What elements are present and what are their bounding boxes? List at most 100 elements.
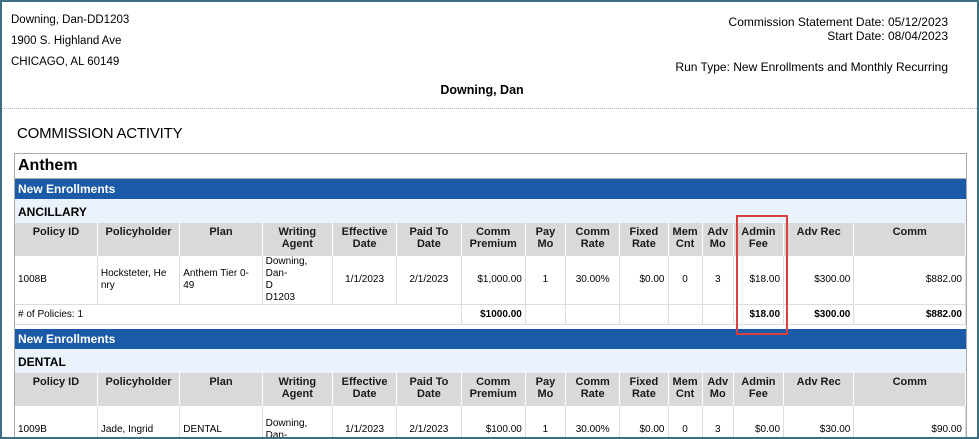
agent-address-block: Downing, Dan-DD1203 1900 S. Highland Ave… bbox=[11, 13, 129, 76]
writing-agent-cell: Downing, Dan- D D1203 bbox=[262, 256, 333, 305]
writing-agent-cell: Downing, Dan- bbox=[262, 406, 333, 439]
section-title: COMMISSION ACTIVITY bbox=[17, 125, 183, 142]
col-comm-premium: Comm Premium bbox=[461, 223, 526, 256]
category-label: DENTAL bbox=[15, 349, 966, 373]
col-writing-agent: Writing Agent bbox=[262, 223, 333, 256]
col-mem-cnt: Mem Cnt bbox=[668, 373, 703, 406]
comm-premium-cell: $100.00 bbox=[461, 406, 526, 437]
mem-cnt-cell: 0 bbox=[668, 406, 703, 437]
statement-dates: Commission Statement Date: 05/12/2023 St… bbox=[729, 15, 948, 43]
run-type: Run Type: New Enrollments and Monthly Re… bbox=[675, 60, 948, 74]
policyholder-cell: Hocksteter, He nry bbox=[97, 256, 181, 305]
col-policyholder: Policyholder bbox=[97, 373, 181, 406]
table-row: 1008B Hocksteter, He nry Anthem Tier 0-4… bbox=[15, 256, 966, 305]
col-plan: Plan bbox=[179, 373, 263, 406]
agent-id: Downing, Dan-DD1203 bbox=[11, 14, 130, 26]
col-paid-to-date: Paid To Date bbox=[396, 373, 462, 406]
paid-to-date-cell: 2/1/2023 bbox=[396, 256, 462, 305]
col-adv-mo: Adv Mo bbox=[702, 223, 734, 256]
admin-fee-cell: $0.00 bbox=[733, 406, 785, 437]
col-adv-rec: Adv Rec bbox=[783, 223, 855, 256]
agent-line-2: D bbox=[265, 280, 273, 291]
col-admin-fee: Admin Fee bbox=[733, 223, 785, 256]
agent-line-1: Downing, Dan- bbox=[265, 256, 308, 279]
col-comm-rate: Comm Rate bbox=[565, 223, 621, 256]
col-policy-id: Policy ID bbox=[15, 223, 98, 256]
adv-rec-cell: $30.00 bbox=[783, 406, 855, 437]
col-paid-to-date: Paid To Date bbox=[396, 223, 462, 256]
commission-report: Anthem New Enrollments ANCILLARY Policy … bbox=[14, 153, 967, 439]
address-line-1: 1900 S. Highland Ave bbox=[11, 35, 122, 47]
start-date: Start Date: 08/04/2023 bbox=[827, 29, 948, 43]
blank-cell bbox=[525, 304, 567, 325]
plan-cell: DENTAL bbox=[179, 406, 263, 437]
col-mem-cnt: Mem Cnt bbox=[668, 223, 703, 256]
comm-premium-cell: $1,000.00 bbox=[461, 256, 526, 305]
col-comm-rate: Comm Rate bbox=[565, 373, 621, 406]
col-fixed-rate: Fixed Rate bbox=[619, 373, 669, 406]
effective-date-cell: 1/1/2023 bbox=[332, 406, 398, 437]
agent-name: Downing, Dan bbox=[440, 83, 524, 97]
col-adv-mo: Adv Mo bbox=[702, 373, 734, 406]
agent-line-3: D1203 bbox=[265, 292, 296, 303]
col-writing-agent: Writing Agent bbox=[262, 373, 333, 406]
enrollment-bar: New Enrollments bbox=[15, 329, 966, 349]
table-header-row: Policy ID Policyholder Plan Writing Agen… bbox=[15, 223, 966, 256]
col-plan: Plan bbox=[179, 223, 263, 256]
statement-date: Commission Statement Date: 05/12/2023 bbox=[728, 15, 948, 29]
adv-mo-cell: 3 bbox=[702, 406, 734, 437]
pay-mo-cell: 1 bbox=[525, 256, 567, 305]
page-divider bbox=[2, 108, 977, 109]
comm-cell: $90.00 bbox=[853, 406, 966, 437]
table-row: 1009B Jade, Ingrid DENTAL Downing, Dan- … bbox=[15, 406, 966, 439]
category-label: ANCILLARY bbox=[15, 199, 966, 223]
fixed-rate-cell: $0.00 bbox=[619, 406, 669, 437]
comm-rate-cell: 30.00% bbox=[565, 406, 621, 437]
adv-mo-cell: 3 bbox=[702, 256, 734, 305]
pay-mo-cell: 1 bbox=[525, 406, 567, 437]
policyholder-cell: Jade, Ingrid bbox=[97, 406, 181, 437]
carrier-name: Anthem bbox=[15, 154, 966, 179]
plan-cell: Anthem Tier 0-49 bbox=[179, 256, 263, 305]
col-comm-premium: Comm Premium bbox=[461, 373, 526, 406]
col-adv-rec: Adv Rec bbox=[783, 373, 855, 406]
policy-count: # of Policies: 1 bbox=[15, 304, 462, 325]
commission-table: Policy ID Policyholder Plan Writing Agen… bbox=[15, 373, 966, 439]
blank-cell bbox=[619, 304, 669, 325]
fixed-rate-cell: $0.00 bbox=[619, 256, 669, 305]
total-row: # of Policies: 1 $1000.00 $18.00 $300.00… bbox=[15, 304, 966, 325]
col-admin-fee: Admin Fee bbox=[733, 373, 785, 406]
blank-cell bbox=[668, 304, 703, 325]
adv-rec-cell: $300.00 bbox=[783, 256, 855, 305]
col-policy-id: Policy ID bbox=[15, 373, 98, 406]
policy-id-cell: 1008B bbox=[15, 256, 98, 305]
blank-cell bbox=[702, 304, 734, 325]
col-comm: Comm bbox=[853, 223, 966, 256]
effective-date-cell: 1/1/2023 bbox=[332, 256, 398, 305]
mem-cnt-cell: 0 bbox=[668, 256, 703, 305]
policy-id-cell: 1009B bbox=[15, 406, 98, 437]
admin-fee-cell: $18.00 bbox=[733, 256, 785, 305]
admin-fee-highlight-box bbox=[736, 215, 788, 335]
total-admin-fee: $18.00 bbox=[733, 304, 785, 325]
address-line-2: CHICAGO, AL 60149 bbox=[11, 56, 120, 68]
col-pay-mo: Pay Mo bbox=[525, 373, 567, 406]
col-pay-mo: Pay Mo bbox=[525, 223, 567, 256]
commission-table: Policy ID Policyholder Plan Writing Agen… bbox=[15, 223, 966, 329]
total-comm: $882.00 bbox=[853, 304, 966, 325]
col-effective-date: Effective Date bbox=[332, 223, 398, 256]
col-policyholder: Policyholder bbox=[97, 223, 181, 256]
col-effective-date: Effective Date bbox=[332, 373, 398, 406]
total-adv-rec: $300.00 bbox=[783, 304, 855, 325]
total-comm-premium: $1000.00 bbox=[461, 304, 526, 325]
col-comm: Comm bbox=[853, 373, 966, 406]
comm-rate-cell: 30.00% bbox=[565, 256, 621, 305]
agent-line-1: Downing, Dan- bbox=[265, 417, 308, 439]
enrollment-bar: New Enrollments bbox=[15, 179, 966, 199]
table-header-row: Policy ID Policyholder Plan Writing Agen… bbox=[15, 373, 966, 406]
col-fixed-rate: Fixed Rate bbox=[619, 223, 669, 256]
blank-cell bbox=[565, 304, 621, 325]
comm-cell: $882.00 bbox=[853, 256, 966, 305]
paid-to-date-cell: 2/1/2023 bbox=[396, 406, 462, 437]
